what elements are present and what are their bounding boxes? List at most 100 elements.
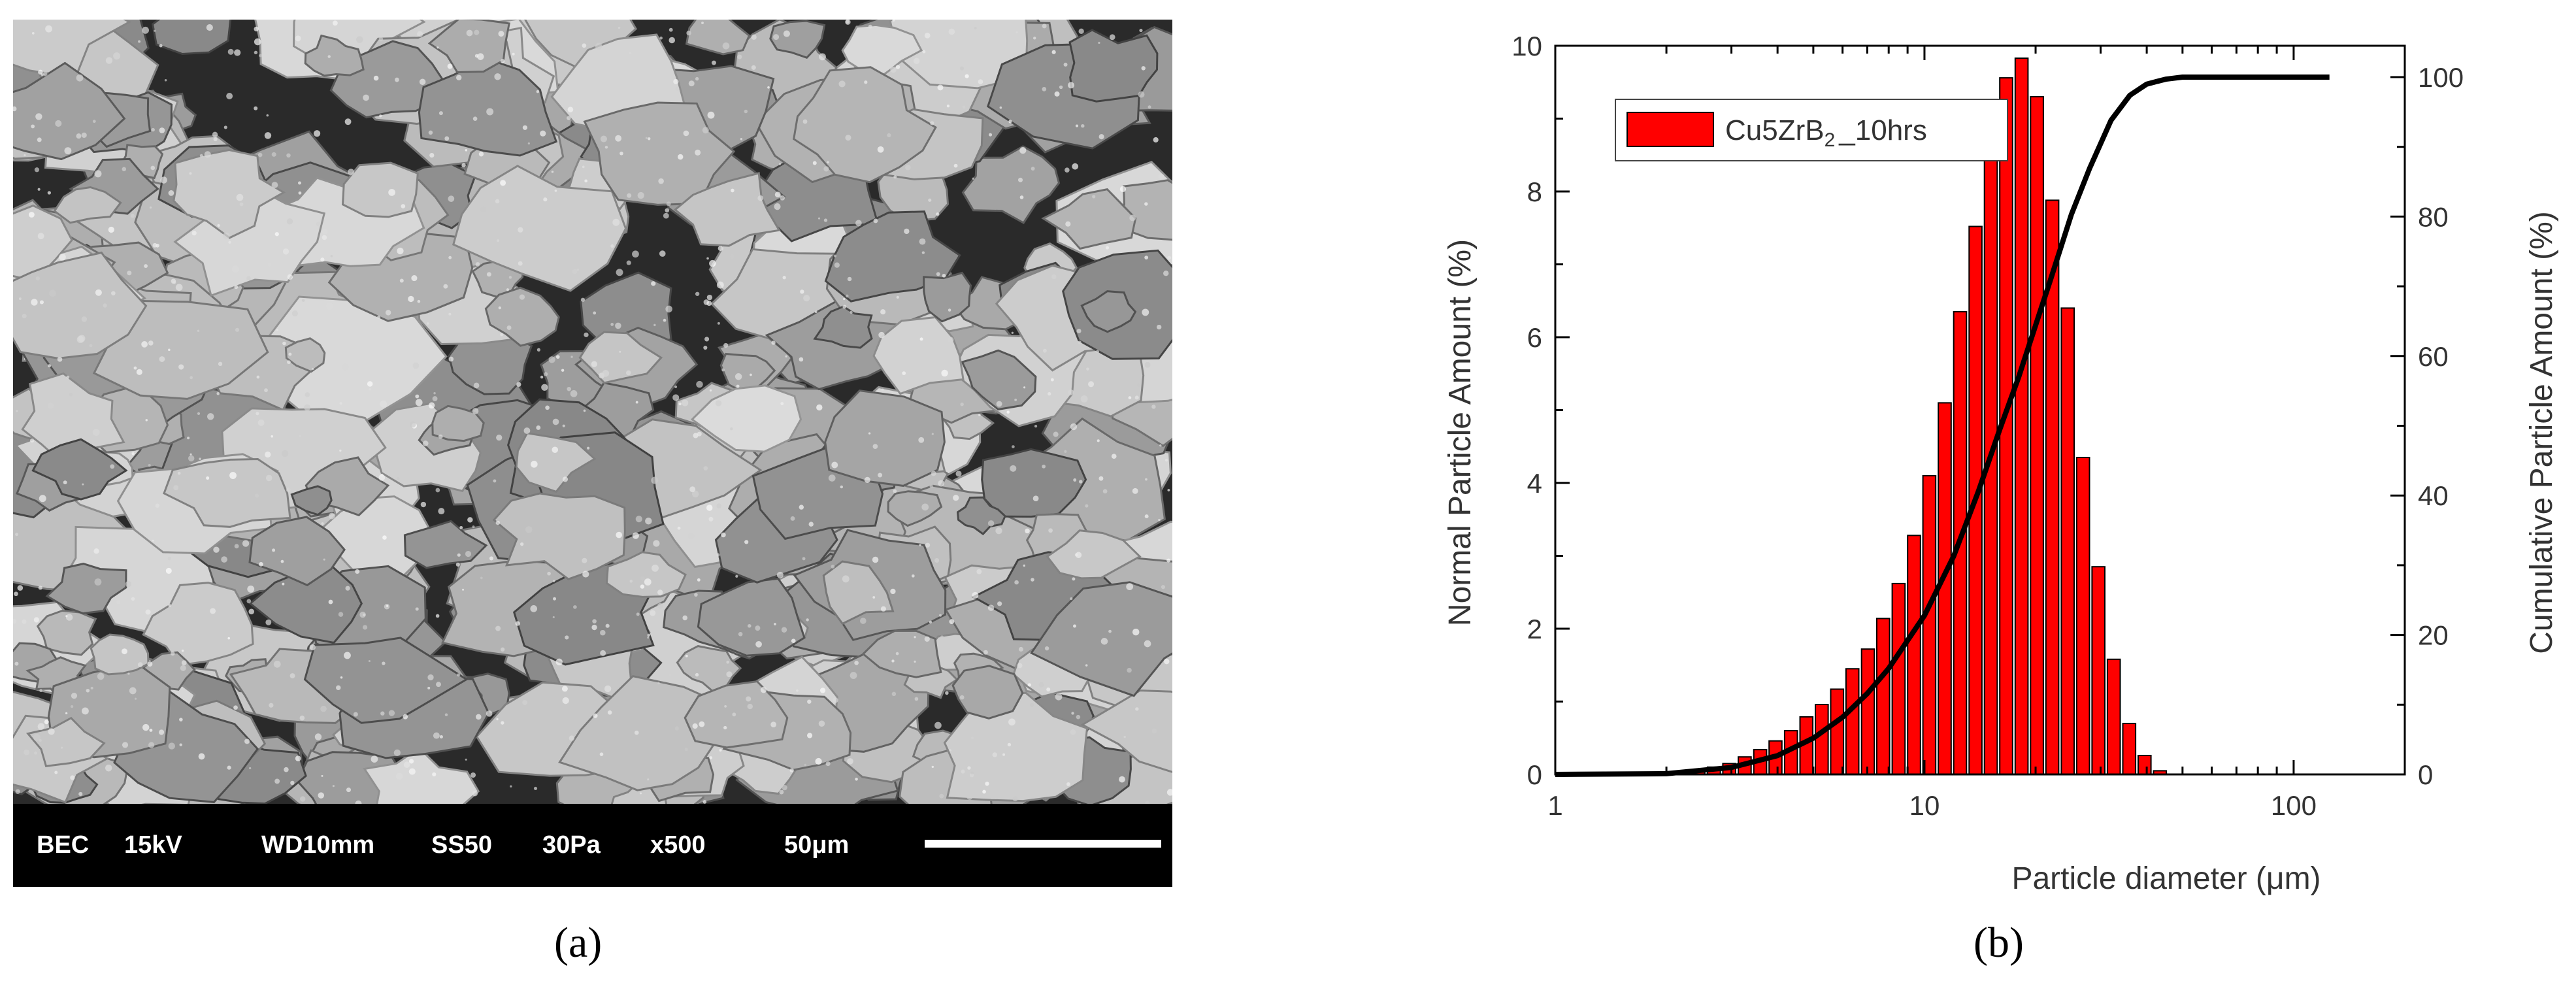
sem-grain — [497, 239, 500, 242]
sem-grain — [701, 22, 704, 25]
sem-grain — [823, 166, 829, 172]
sem-grain — [234, 285, 239, 290]
sem-grain — [271, 435, 274, 438]
sem-grain — [1159, 444, 1162, 447]
histogram-bar — [2060, 307, 2075, 775]
sem-grain — [228, 240, 231, 244]
sem-grain — [55, 120, 62, 127]
sem-grain — [274, 232, 279, 237]
sem-grain — [615, 322, 621, 329]
sem-grain — [284, 767, 289, 772]
sem-grain — [919, 238, 926, 245]
sem-grain — [1065, 221, 1071, 227]
sem-particle — [25, 716, 106, 768]
sem-particle — [1041, 188, 1137, 250]
sem-grain — [1059, 85, 1063, 90]
sem-grain — [486, 108, 494, 116]
sem-grain — [531, 461, 538, 468]
sem-grain — [506, 325, 512, 330]
sem-grain — [1097, 439, 1100, 442]
sem-grain — [1144, 640, 1151, 648]
sem-grain — [475, 262, 480, 267]
sem-grain — [291, 310, 298, 317]
sem-grain — [629, 580, 633, 583]
sem-grain — [949, 619, 955, 624]
sem-grain — [582, 43, 587, 48]
sem-grain — [860, 618, 867, 624]
sem-grain — [256, 375, 260, 379]
sem-grain — [467, 517, 473, 523]
sem-particle — [418, 57, 558, 157]
sem-grain — [39, 300, 44, 305]
sem-grain — [687, 533, 695, 540]
sem-grain — [304, 404, 311, 411]
sem-grain — [1079, 480, 1083, 484]
sem-grain — [1080, 395, 1088, 403]
sem-grain — [412, 362, 420, 369]
sem-grain — [785, 355, 787, 357]
sem-grain — [600, 629, 606, 636]
sem-grain — [24, 749, 29, 755]
sem-grain — [1042, 86, 1047, 91]
sem-grain — [216, 391, 220, 395]
sem-grain — [276, 329, 278, 331]
sem-grain — [1006, 410, 1010, 414]
sem-grain — [34, 751, 37, 755]
sem-grain — [432, 396, 438, 402]
sem-grain — [604, 685, 612, 693]
sem-grain — [271, 182, 278, 188]
sem-grain — [1072, 577, 1076, 581]
sem-grain — [694, 593, 698, 597]
sem-grain — [677, 154, 684, 160]
y-tick-label: 2 — [1527, 614, 1542, 644]
sem-grain — [273, 660, 281, 668]
sem-grain — [551, 171, 554, 173]
sem-grain — [266, 114, 269, 117]
sem-grain — [873, 218, 878, 224]
sem-grain — [1088, 381, 1095, 388]
sem-grain — [326, 303, 334, 310]
sem-grain — [236, 193, 244, 201]
sem-grain — [37, 723, 45, 731]
sem-grain — [553, 580, 555, 582]
y2-tick-label: 60 — [2418, 341, 2449, 372]
sem-grain — [929, 484, 934, 489]
sem-grain — [914, 697, 919, 701]
sem-grain — [435, 488, 440, 493]
sem-grain — [1019, 146, 1027, 154]
sem-grain — [299, 435, 302, 438]
sem-grain — [847, 758, 853, 765]
sem-grain — [33, 733, 41, 741]
sem-grain — [1166, 558, 1171, 563]
sem-grain — [591, 361, 597, 367]
sem-grain — [1098, 41, 1100, 44]
sem-grain — [409, 421, 416, 428]
sem-grain — [1014, 399, 1017, 401]
sem-grain — [417, 31, 423, 37]
sem-grain — [1010, 465, 1017, 472]
sem-grain — [500, 59, 505, 63]
sem-grain — [92, 429, 100, 437]
sem-grain — [921, 503, 929, 511]
legend-box — [1615, 99, 2008, 161]
sem-grain — [301, 299, 305, 302]
sem-magnification-label: x500 — [650, 831, 706, 859]
sem-particle — [961, 145, 1061, 224]
sem-grain — [519, 294, 525, 300]
sem-grain — [71, 692, 78, 699]
sem-grain — [828, 474, 836, 482]
sem-grain — [448, 195, 455, 202]
histogram-bar — [1891, 582, 1906, 776]
sem-grain — [706, 294, 713, 301]
sem-grain — [508, 276, 512, 279]
sem-grain — [635, 401, 638, 404]
sem-grain — [967, 766, 971, 770]
sem-grain — [197, 412, 201, 415]
sem-grain — [355, 800, 362, 804]
sem-grain — [583, 409, 586, 412]
sem-grain — [178, 364, 184, 370]
sem-grain — [840, 485, 844, 489]
sem-grain — [64, 147, 72, 155]
sem-grain — [428, 402, 435, 409]
sem-grain — [1166, 789, 1172, 796]
